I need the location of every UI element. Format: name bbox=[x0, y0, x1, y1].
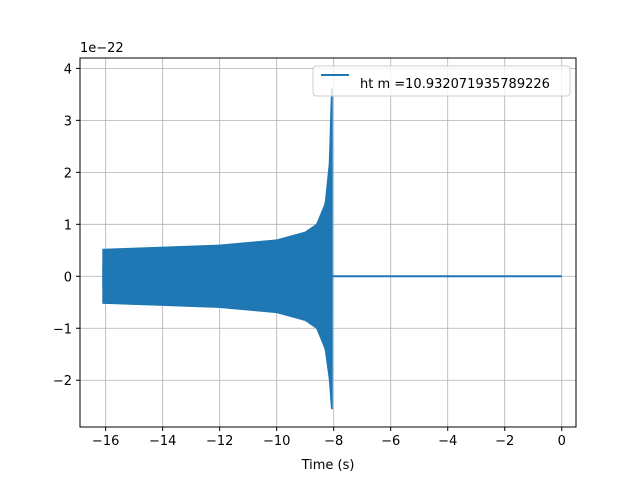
y-tick-label: 1 bbox=[64, 218, 72, 233]
x-tick-label: −16 bbox=[92, 434, 119, 449]
x-tick-label: 0 bbox=[558, 434, 566, 449]
legend: ht m =10.932071935789226 bbox=[312, 65, 571, 97]
legend-label: ht m =10.932071935789226 bbox=[360, 77, 550, 92]
x-tick-label: −12 bbox=[206, 434, 233, 449]
y-tick-label: 4 bbox=[64, 62, 72, 77]
x-tick-label: −10 bbox=[263, 434, 290, 449]
y-tick-label: 3 bbox=[64, 114, 72, 129]
plot-area bbox=[102, 88, 562, 410]
y-tick-label: 0 bbox=[64, 270, 72, 285]
x-axis: −16 −14 −12 −10 −8 −6 −4 −2 0 bbox=[92, 427, 566, 449]
series-waveform-envelope bbox=[102, 88, 333, 410]
x-tick-label: −4 bbox=[438, 434, 457, 449]
x-tick-label: −2 bbox=[495, 434, 514, 449]
x-tick-label: −6 bbox=[381, 434, 400, 449]
legend-box bbox=[312, 65, 571, 97]
y-offset-text: 1e−22 bbox=[80, 41, 124, 56]
axes-frame bbox=[79, 57, 577, 428]
y-tick-label: −2 bbox=[53, 374, 72, 389]
y-tick-label: 2 bbox=[64, 166, 72, 181]
x-axis-label: Time (s) bbox=[301, 458, 355, 473]
x-tick-label: −14 bbox=[149, 434, 176, 449]
x-tick-label: −8 bbox=[324, 434, 343, 449]
y-tick-label: −1 bbox=[53, 322, 72, 337]
y-axis: −2 −1 0 1 2 3 4 bbox=[53, 62, 80, 389]
